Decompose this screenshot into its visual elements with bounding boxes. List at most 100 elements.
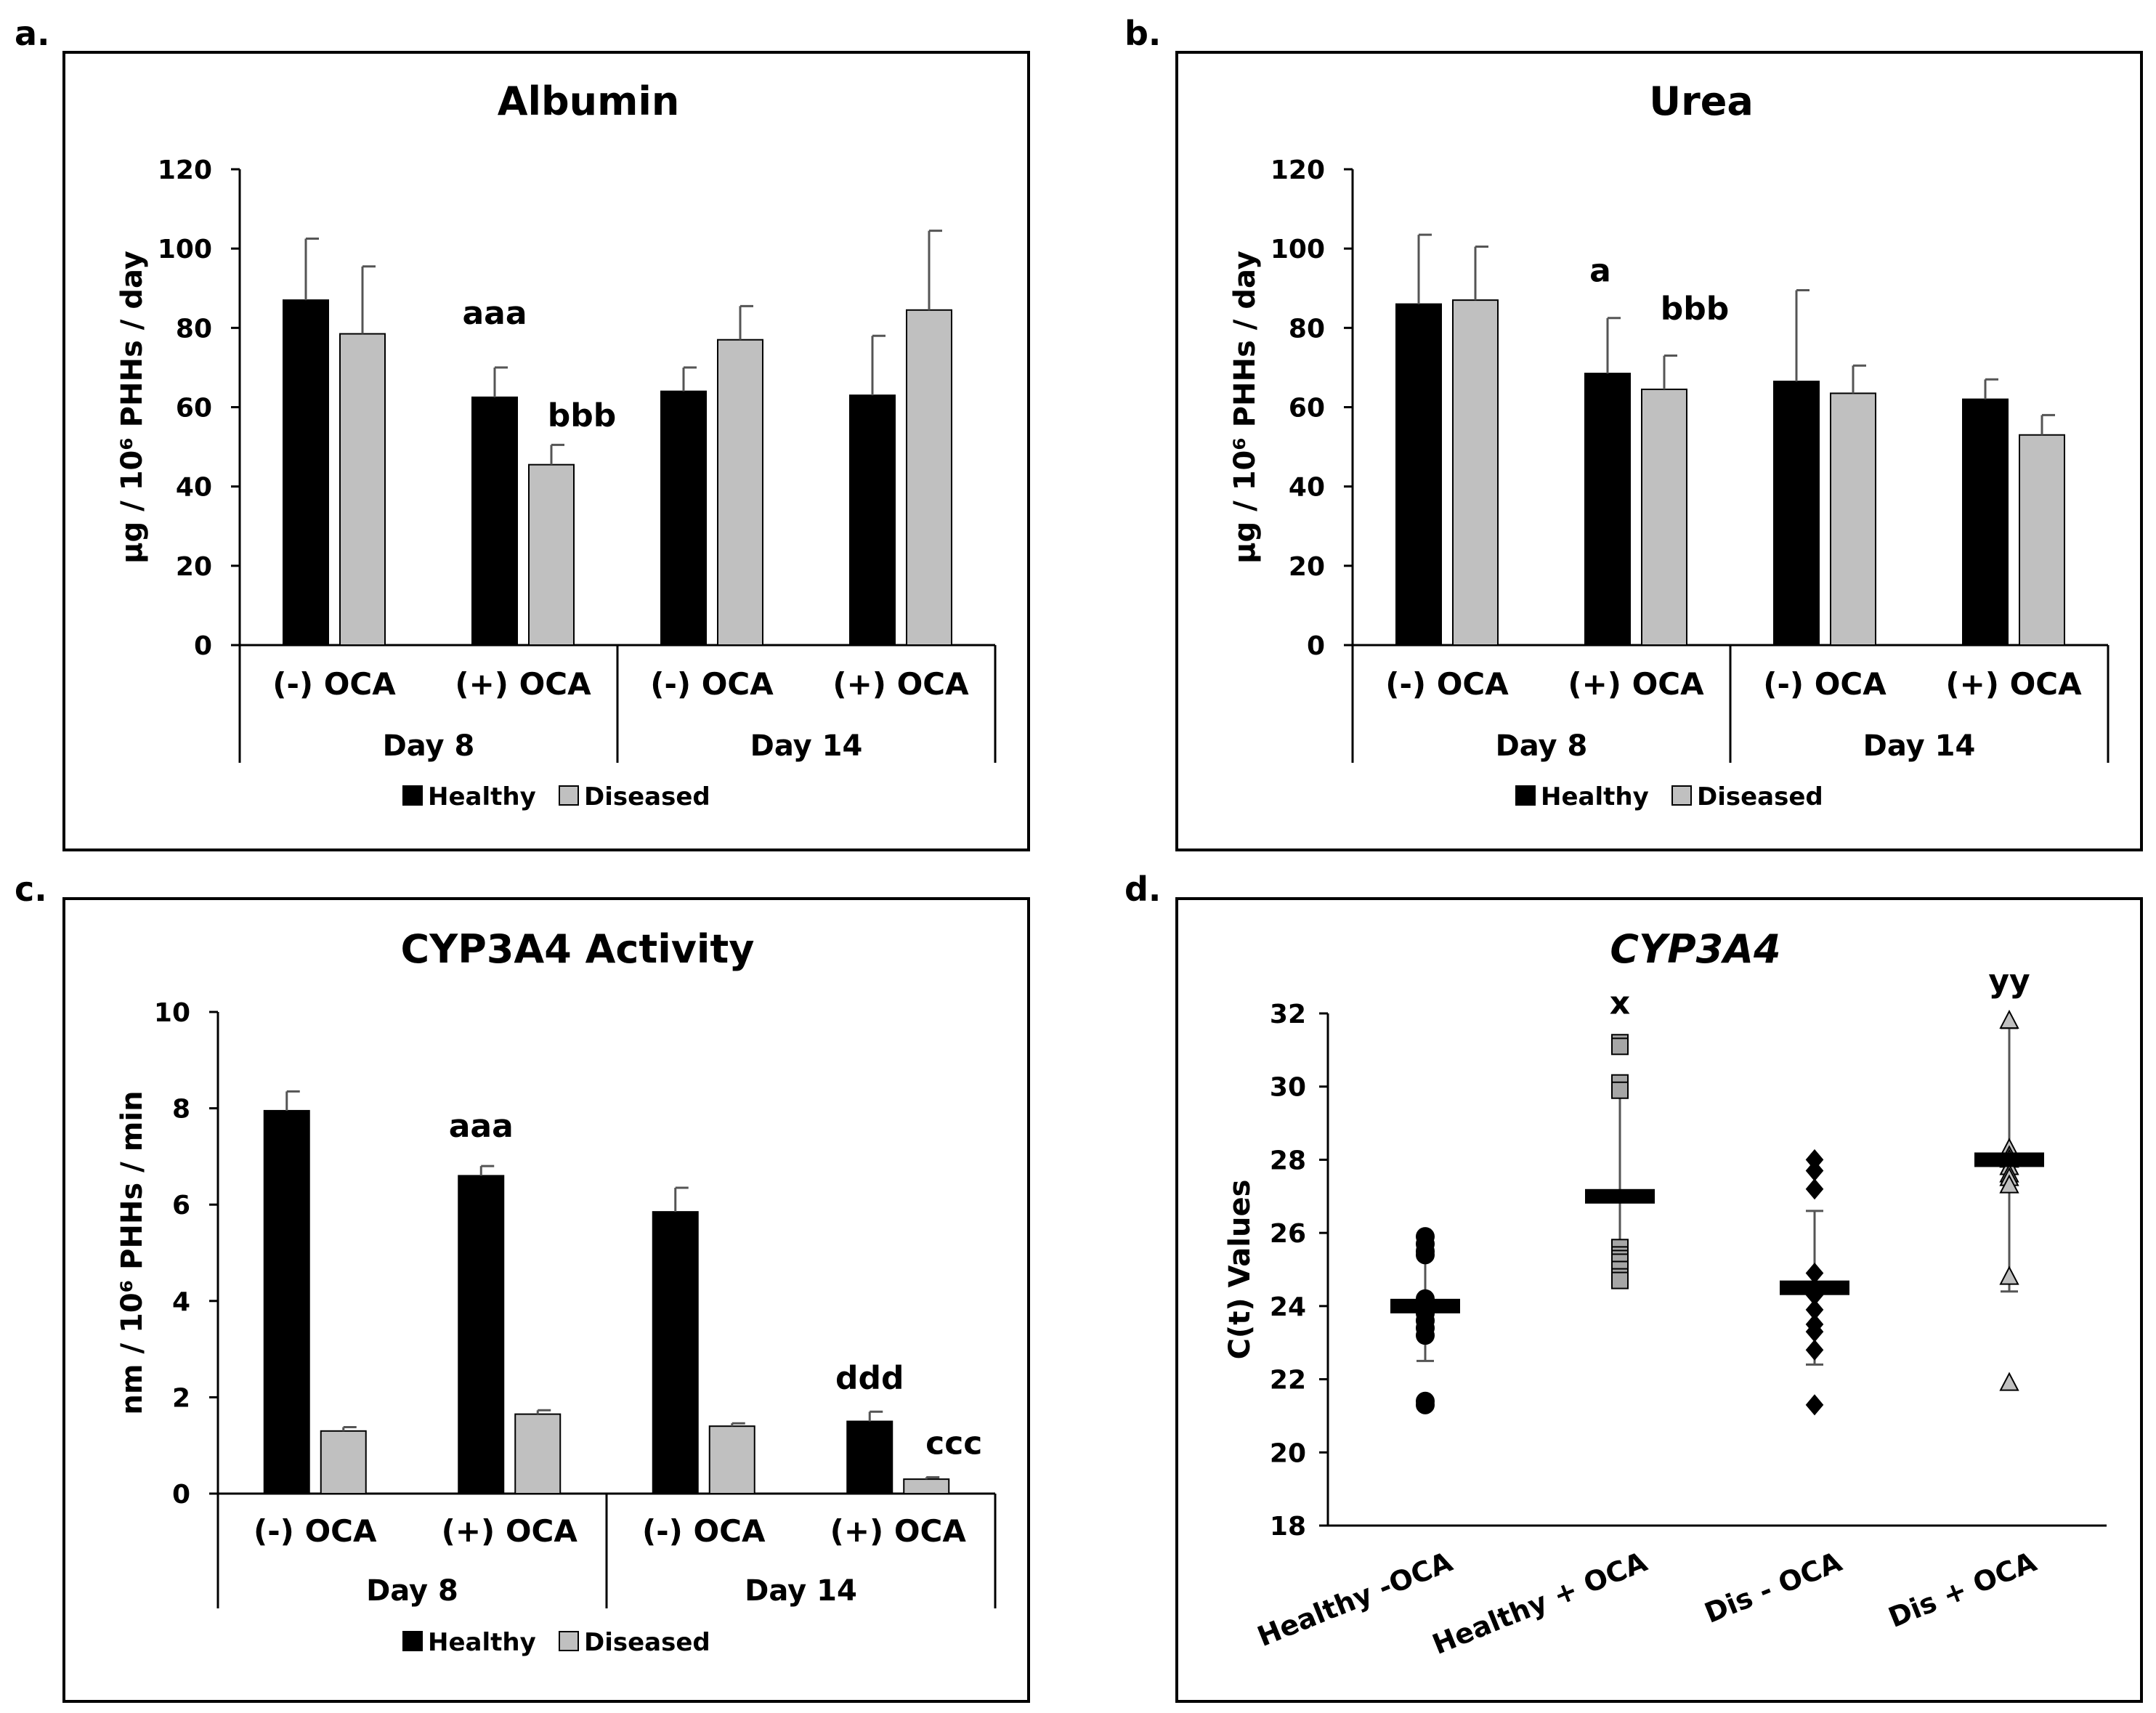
y-tick-label: 0 (1307, 631, 1325, 661)
y-tick-label: 22 (1270, 1366, 1306, 1396)
urea-chart: Urea µg / 10⁶ PHHs / day 0 20 40 60 80 100 120 (-… (1228, 78, 2110, 811)
healthy-bar (652, 1211, 699, 1495)
diseased-bar (528, 463, 575, 646)
category-label: (-) OCA (1385, 666, 1509, 702)
y-tick-label: 20 (1289, 552, 1325, 582)
data-point (1999, 1009, 2019, 1029)
legend-swatch-healthy (1515, 785, 1536, 806)
category-label: Healthy -OCA (1253, 1545, 1457, 1653)
category-label: Dis + OCA (1884, 1545, 2040, 1634)
healthy-bar (849, 394, 896, 646)
diseased-bar (708, 1425, 755, 1495)
panel-a-frame (62, 51, 1030, 851)
healthy-bar (283, 299, 329, 646)
significance-annotation: ccc (925, 1425, 982, 1462)
data-point (1805, 1178, 1824, 1200)
panel-label-b: b. (1124, 14, 1161, 53)
category-label: (+) OCA (830, 1513, 967, 1549)
y-tick-label: 60 (176, 394, 212, 424)
data-point (1611, 1271, 1629, 1289)
panel-d-frame (1175, 897, 2143, 1703)
data-point (1611, 1037, 1629, 1056)
legend-label-healthy: Healthy (428, 1628, 536, 1657)
diseased-bar (903, 1478, 950, 1494)
diseased-bar (906, 309, 952, 646)
y-tick-label: 20 (176, 552, 212, 582)
data-point (1416, 1395, 1435, 1414)
y-axis-label: nm / 10⁶ PHHs / min (115, 1090, 149, 1414)
y-tick-label: 10 (154, 998, 190, 1028)
legend-label-diseased: Diseased (584, 782, 710, 811)
healthy-bar (1773, 381, 1820, 646)
data-point (1611, 1081, 1629, 1099)
group-label: Day 14 (1863, 729, 1976, 763)
y-tick-label: 100 (158, 235, 212, 264)
data-point (1805, 1339, 1824, 1361)
healthy-bar (1962, 398, 2009, 646)
y-tick-label: 80 (176, 314, 212, 344)
y-tick-label: 80 (1289, 314, 1325, 344)
legend-swatch-healthy (402, 785, 423, 806)
diseased-bar (514, 1413, 562, 1494)
mean-bar (1780, 1280, 1849, 1295)
category-label: (+) OCA (455, 666, 591, 702)
healthy-bar (263, 1109, 310, 1495)
legend-swatch-diseased (559, 1631, 579, 1651)
healthy-bar (471, 396, 518, 647)
y-tick-label: 100 (1270, 235, 1325, 264)
y-tick-label: 8 (172, 1095, 190, 1125)
group-label: Day 14 (745, 1574, 857, 1608)
category-label: (+) OCA (442, 1513, 578, 1549)
diseased-bar (1830, 392, 1876, 646)
y-tick-label: 24 (1270, 1292, 1306, 1322)
significance-annotation: bbb (548, 397, 617, 434)
data-point (1999, 1265, 2019, 1285)
chart-title: CYP3A4 (1610, 926, 1780, 972)
diseased-bar (320, 1430, 367, 1495)
healthy-bar (1584, 373, 1631, 647)
data-point (1805, 1159, 1824, 1182)
legend-swatch-diseased (1671, 785, 1692, 806)
y-tick-label: 60 (1289, 394, 1325, 424)
significance-annotation: a (1589, 253, 1611, 290)
y-tick-label: 0 (194, 631, 212, 661)
significance-annotation: bbb (1661, 291, 1730, 328)
data-point (1416, 1326, 1435, 1345)
diseased-bar (717, 339, 763, 646)
panel-label-c: c. (15, 870, 47, 909)
group-label: Day 8 (366, 1574, 458, 1608)
y-axis-label: µg / 10⁶ PHHs / day (115, 251, 149, 564)
significance-annotation: aaa (449, 1108, 514, 1145)
group-label: Day 8 (1496, 729, 1588, 763)
category-label: (-) OCA (650, 666, 774, 702)
group-label: Day 14 (750, 729, 863, 763)
diseased-bar (2019, 434, 2065, 646)
category-label: (+) OCA (1945, 666, 2082, 702)
category-label: (+) OCA (832, 666, 969, 702)
y-tick-label: 32 (1270, 1000, 1306, 1029)
significance-annotation: ddd (835, 1359, 904, 1396)
y-tick-label: 30 (1270, 1073, 1306, 1103)
cyp3a4-activity-chart: CYP3A4 Activity nm / 10⁶ PHHs / min 0 2 4 6 8 1… (115, 926, 997, 1657)
y-axis-label: µg / 10⁶ PHHs / day (1228, 251, 1262, 564)
healthy-bar (846, 1420, 893, 1495)
category-label: Healthy + OCA (1428, 1545, 1652, 1661)
y-axis-label: C(t) Values (1223, 1180, 1257, 1360)
diseased-bar (1641, 388, 1687, 646)
y-tick-label: 20 (1270, 1438, 1306, 1468)
diseased-bar (1452, 299, 1499, 646)
y-tick-label: 4 (172, 1287, 190, 1317)
albumin-chart: Albumin µg / 10⁶ PHHs / day 0 20 40 60 80 100 12… (115, 78, 997, 811)
legend-swatch-diseased (559, 785, 579, 806)
data-point (1416, 1245, 1435, 1265)
group-label: Day 8 (383, 729, 475, 763)
category-label: (-) OCA (272, 666, 396, 702)
chart-title: Albumin (498, 78, 680, 124)
category-label: (-) OCA (1763, 666, 1886, 702)
legend-label-healthy: Healthy (1541, 782, 1649, 811)
significance-annotation: aaa (462, 295, 527, 332)
significance-annotation: x (1610, 984, 1630, 1021)
y-tick-label: 2 (172, 1383, 190, 1413)
chart-title: Urea (1649, 78, 1754, 124)
